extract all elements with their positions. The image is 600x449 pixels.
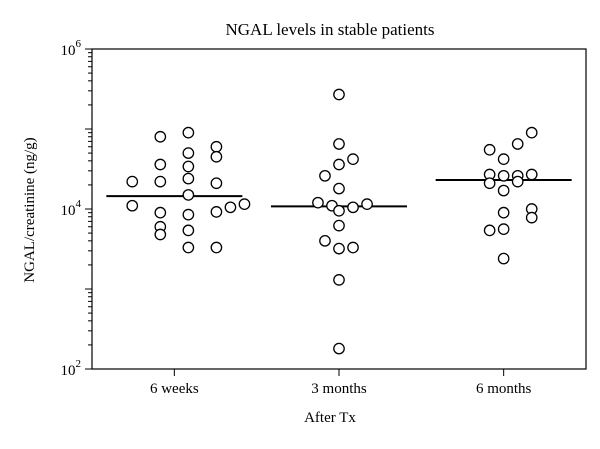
y-tick-label: 106 xyxy=(61,38,82,59)
data-point xyxy=(497,184,510,197)
data-point xyxy=(511,175,524,188)
data-point xyxy=(525,126,538,139)
x-axis-label: After Tx xyxy=(304,410,356,426)
data-point xyxy=(319,234,331,247)
data-point xyxy=(210,241,223,254)
data-point xyxy=(497,153,510,165)
data-point xyxy=(210,177,223,190)
y-axis: 102 104 106 xyxy=(61,38,92,379)
data-point xyxy=(483,177,496,190)
data-point xyxy=(154,130,167,143)
data-point xyxy=(333,219,345,232)
chart-title: NGAL levels in stable patients xyxy=(226,20,435,39)
data-point xyxy=(361,198,373,210)
x-tick-label: 3 months xyxy=(311,381,367,397)
data-point xyxy=(333,274,345,286)
data-point xyxy=(347,241,359,254)
data-point xyxy=(347,201,359,214)
data-point xyxy=(333,204,345,217)
data-point xyxy=(347,153,359,165)
data-point xyxy=(154,228,167,241)
data-point xyxy=(319,169,331,182)
data-point xyxy=(182,160,195,173)
data-point xyxy=(182,147,195,159)
data-point xyxy=(182,241,195,254)
data-point xyxy=(497,206,510,219)
x-tick-label: 6 months xyxy=(476,381,532,397)
x-tick-label: 6 weeks xyxy=(150,381,199,397)
data-point xyxy=(525,168,538,181)
data-point xyxy=(182,208,195,221)
data-point xyxy=(483,143,496,156)
x-axis: 6 weeks 3 months 6 months xyxy=(150,369,532,397)
data-point xyxy=(126,175,139,188)
data-point xyxy=(333,182,345,195)
data-point xyxy=(497,252,510,265)
data-point xyxy=(182,224,195,237)
data-point xyxy=(333,88,345,101)
y-tick-label: 104 xyxy=(61,198,82,219)
data-point xyxy=(312,196,324,209)
data-point xyxy=(182,189,195,201)
data-point xyxy=(224,201,237,214)
y-axis-label: NGAL/creatinine (ng/g) xyxy=(22,137,38,282)
data-point xyxy=(182,126,195,139)
data-point xyxy=(497,169,510,182)
data-point xyxy=(182,172,195,185)
data-point xyxy=(210,206,223,218)
data-point xyxy=(126,199,139,212)
data-point xyxy=(154,206,167,219)
data-point xyxy=(154,158,167,171)
data-point xyxy=(525,211,538,224)
data-point xyxy=(238,198,251,210)
data-point xyxy=(333,342,345,355)
data-point xyxy=(483,224,496,237)
y-tick-label: 102 xyxy=(61,358,82,379)
data-point xyxy=(497,223,510,235)
data-point xyxy=(333,242,345,255)
data-point xyxy=(210,150,223,163)
data-point xyxy=(154,175,167,188)
data-point xyxy=(333,158,345,171)
data-point xyxy=(511,138,524,150)
data-point xyxy=(333,138,345,150)
data-points xyxy=(126,88,538,355)
data-point xyxy=(210,140,223,153)
